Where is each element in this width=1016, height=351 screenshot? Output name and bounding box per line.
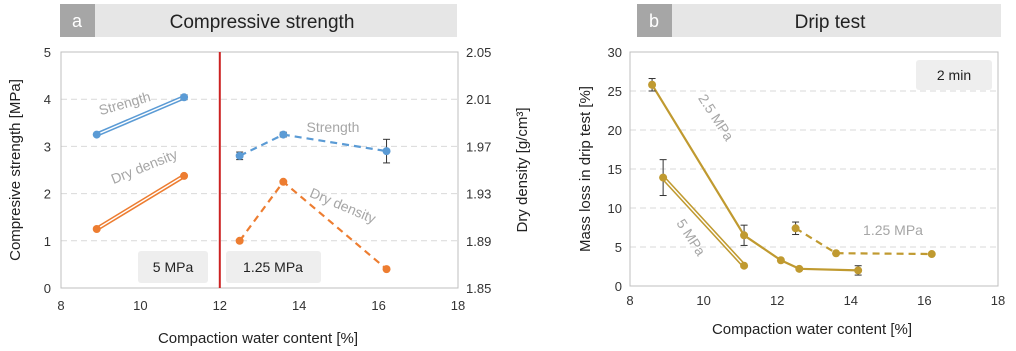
- panel-a-box-5mpa-label: 5 MPa: [153, 259, 194, 275]
- panel-b-y-tick-label: 30: [608, 45, 622, 60]
- panel-a-data-point: [382, 147, 391, 156]
- panel-b-x-tick-label: 14: [844, 293, 858, 308]
- panel-b-data-point: [659, 173, 668, 182]
- panel-a-box-125mpa-label: 1.25 MPa: [243, 259, 303, 275]
- panel-b-x-tick-label: 16: [917, 293, 931, 308]
- panel-a-y-right-tick-label: 2.05: [466, 45, 491, 60]
- panel-a-xlabel: Compaction water content [%]: [158, 330, 358, 347]
- panel-a-data-point: [235, 236, 244, 245]
- panel-a-label: a: [72, 11, 83, 31]
- panel-b-badge: [637, 4, 672, 37]
- panel-b-data-point: [795, 264, 804, 273]
- panel-a-badge: [60, 4, 95, 37]
- panel-b-x-tick-label: 12: [770, 293, 784, 308]
- panel-b-y-tick-label: 10: [608, 201, 622, 216]
- panel-b-y-tick-label: 20: [608, 123, 622, 138]
- panel-b-data-point: [740, 261, 749, 270]
- panel-b: b Drip test Compaction water content [%]…: [577, 4, 1005, 338]
- panel-a-x-tick-label: 12: [213, 298, 227, 313]
- panel-b-data-point: [927, 250, 936, 259]
- panel-b-label: b: [649, 11, 659, 31]
- panel-b-title-bar: [637, 4, 1001, 37]
- panel-a-series-line-2: [239, 133, 387, 157]
- panel-b-y-tick-label: 0: [615, 279, 622, 294]
- panel-a-ylabel-right: Dry density [g/cm³]: [514, 107, 531, 232]
- panel-a-data-point: [180, 171, 189, 180]
- panel-b-ylabel: Mass loss in drip test [%]: [577, 86, 594, 252]
- panel-a-ylabel: Compresive strength [MPa]: [7, 79, 24, 261]
- panel-b-plot-frame: [629, 51, 999, 287]
- panel-b-tick-labels: 0 5 10 15 20 25 30 8 10 12 14 16 18: [608, 45, 1006, 308]
- panel-a: a Compressive strength Compaction water …: [7, 4, 531, 347]
- panel-a-marks: [92, 52, 391, 288]
- series-label-strength-125mpa: Strength: [307, 119, 360, 135]
- panel-a-y-right-tick-label: 2.01: [466, 92, 491, 107]
- panel-a-y-tick-label: 3: [44, 139, 51, 154]
- panel-b-x-tick-label: 10: [696, 293, 710, 308]
- panel-b-series-line-2: [795, 227, 932, 256]
- panel-b-y-tick-label: 25: [608, 84, 622, 99]
- panel-a-data-point: [92, 130, 101, 139]
- panel-a-box-5mpa: 5 MPa: [138, 251, 208, 283]
- panel-b-series-line-1-inner: [662, 177, 745, 267]
- panel-b-y-tick-label: 5: [615, 240, 622, 255]
- panel-b-x-tick-label: 18: [991, 293, 1005, 308]
- series-label-1-25mpa: 1.25 MPa: [863, 222, 923, 238]
- panel-b-xlabel: Compaction water content [%]: [712, 321, 912, 338]
- panel-b-title: Drip test: [795, 12, 866, 33]
- panel-a-x-tick-label: 16: [371, 298, 385, 313]
- panel-b-box-2min-label: 2 min: [937, 67, 971, 83]
- panel-b-data-point: [648, 80, 657, 89]
- panel-a-x-tick-label: 10: [133, 298, 147, 313]
- panel-a-y-tick-label: 2: [44, 187, 51, 202]
- panel-b-x-tick-label: 8: [626, 293, 633, 308]
- panel-a-y-right-tick-label: 1.89: [466, 234, 491, 249]
- panel-a-plot-frame: [60, 51, 459, 289]
- panel-b-data-point: [854, 266, 863, 275]
- panel-a-data-point: [382, 265, 391, 274]
- series-label-density-125mpa: Dry density: [308, 184, 379, 226]
- series-label-density-5mpa: Dry density: [109, 146, 180, 187]
- series-label-2-5mpa: 2.5 MPa: [695, 91, 737, 144]
- panel-a-series-line-1-inner: [96, 175, 185, 230]
- panel-b-y-tick-label: 15: [608, 162, 622, 177]
- panel-a-data-point: [180, 93, 189, 102]
- panel-b-series-line-0: [651, 84, 859, 272]
- panel-a-y-right-tick-label: 1.97: [466, 139, 491, 154]
- panel-b-marks: [648, 78, 936, 276]
- panel-a-x-tick-label: 18: [451, 298, 465, 313]
- panel-a-y-right-tick-label: 1.85: [466, 281, 491, 296]
- panel-a-data-point: [279, 177, 288, 186]
- panel-a-data-point: [235, 151, 244, 160]
- panel-a-y-tick-label: 5: [44, 45, 51, 60]
- panel-b-data-point: [832, 249, 841, 258]
- panel-a-data-point: [92, 225, 101, 233]
- panel-a-box-125mpa: 1.25 MPa: [226, 251, 321, 283]
- panel-a-y-tick-label: 1: [44, 234, 51, 249]
- panel-a-x-tick-label: 8: [57, 298, 64, 313]
- panel-a-series-line-0-inner: [96, 96, 185, 136]
- panel-b-data-point: [791, 224, 800, 233]
- panel-a-title-bar: [60, 4, 457, 37]
- panel-a-y-tick-label: 4: [44, 92, 51, 107]
- panel-b-data-point: [776, 256, 785, 265]
- panel-b-box-2min: 2 min: [916, 60, 992, 90]
- panel-b-data-point: [740, 231, 749, 240]
- panel-a-y-tick-label: 0: [44, 281, 51, 296]
- panel-a-data-point: [279, 130, 288, 139]
- panel-a-x-tick-label: 14: [292, 298, 306, 313]
- panel-a-y-right-tick-label: 1.93: [466, 187, 491, 202]
- panel-a-title: Compressive strength: [170, 12, 355, 33]
